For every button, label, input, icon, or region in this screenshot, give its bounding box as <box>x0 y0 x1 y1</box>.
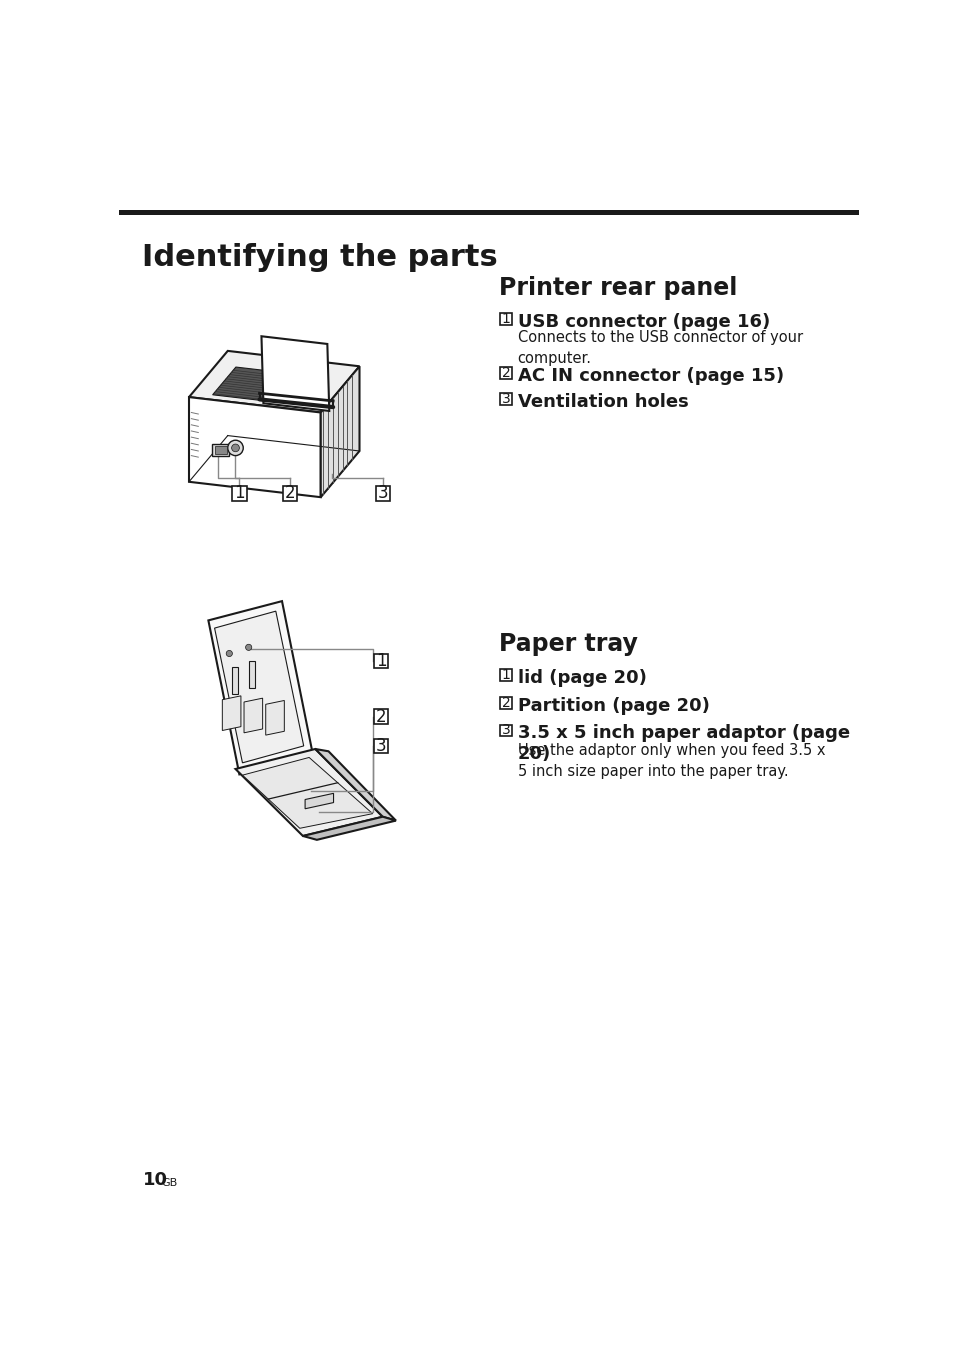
Text: USB connector (page 16): USB connector (page 16) <box>517 314 769 331</box>
Text: 3: 3 <box>377 484 388 503</box>
Text: 2: 2 <box>375 707 386 726</box>
Text: Use the adaptor only when you feed 3.5 x
5 inch size paper into the paper tray.: Use the adaptor only when you feed 3.5 x… <box>517 742 824 779</box>
Bar <box>499 393 512 406</box>
Polygon shape <box>222 696 241 730</box>
Polygon shape <box>320 366 359 498</box>
Polygon shape <box>266 700 284 735</box>
Polygon shape <box>189 397 320 498</box>
Polygon shape <box>214 611 303 763</box>
Text: Ventilation holes: Ventilation holes <box>517 393 688 411</box>
Polygon shape <box>213 366 314 404</box>
Text: 10: 10 <box>142 1171 168 1190</box>
Polygon shape <box>208 602 313 775</box>
Polygon shape <box>244 698 262 733</box>
Polygon shape <box>242 757 373 829</box>
Bar <box>212 443 229 456</box>
Bar <box>499 314 512 326</box>
Text: 3.5 x 5 inch paper adaptor (page
20): 3.5 x 5 inch paper adaptor (page 20) <box>517 725 849 763</box>
Text: GB: GB <box>161 1178 177 1188</box>
Polygon shape <box>315 749 395 821</box>
Circle shape <box>245 645 252 650</box>
Bar <box>282 487 296 500</box>
Bar <box>499 368 512 379</box>
Text: Identifying the parts: Identifying the parts <box>142 243 497 272</box>
Polygon shape <box>303 817 395 840</box>
Polygon shape <box>305 794 334 808</box>
Text: 2: 2 <box>501 366 510 380</box>
Text: 3: 3 <box>501 392 510 407</box>
Bar <box>374 710 388 723</box>
Circle shape <box>232 443 239 452</box>
Bar <box>499 725 512 737</box>
Bar <box>119 210 858 215</box>
Circle shape <box>228 441 243 456</box>
Bar <box>214 446 227 454</box>
Text: 2: 2 <box>501 696 510 710</box>
Polygon shape <box>189 352 359 412</box>
Text: 1: 1 <box>501 312 510 326</box>
Text: Paper tray: Paper tray <box>498 631 638 656</box>
Bar <box>499 696 512 708</box>
Polygon shape <box>261 337 329 411</box>
Text: Printer rear panel: Printer rear panel <box>498 276 737 300</box>
Bar <box>232 487 246 500</box>
Text: lid (page 20): lid (page 20) <box>517 669 646 687</box>
Circle shape <box>226 650 233 657</box>
Text: 1: 1 <box>375 652 386 671</box>
Bar <box>374 654 388 668</box>
Text: 1: 1 <box>233 484 244 503</box>
Polygon shape <box>235 749 382 836</box>
Bar <box>249 661 254 688</box>
Bar <box>232 667 237 694</box>
Text: 1: 1 <box>501 668 510 681</box>
Text: 3: 3 <box>375 737 386 754</box>
Text: Connects to the USB connector of your
computer.: Connects to the USB connector of your co… <box>517 330 801 366</box>
Text: 2: 2 <box>284 484 294 503</box>
Text: 3: 3 <box>501 723 510 737</box>
Text: Partition (page 20): Partition (page 20) <box>517 696 709 715</box>
Bar <box>499 669 512 681</box>
Text: AC IN connector (page 15): AC IN connector (page 15) <box>517 366 783 385</box>
Bar <box>374 738 388 753</box>
Bar <box>375 487 390 500</box>
